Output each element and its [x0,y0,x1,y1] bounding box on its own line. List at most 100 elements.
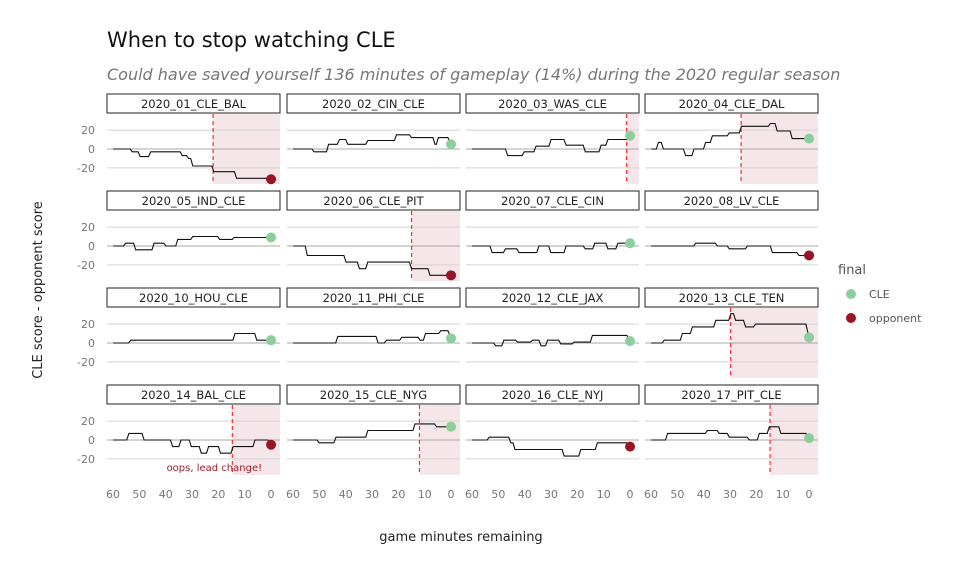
score-diff-line [651,122,809,157]
facet-panel: 2020_04_CLE_DAL [644,93,819,184]
final-score-dot [446,333,457,344]
facet-strip-label: 2020_10_HOU_CLE [139,291,248,305]
facet-panel: 2020_13_CLE_TEN [644,287,819,378]
x-tick-label: 50 [491,488,505,501]
facet-strip [106,384,281,405]
facet-panel: 2020_05_IND_CLE 20 0 -20 [77,190,281,272]
facet-strip-label: 2020_01_CLE_BAL [141,97,247,111]
facet-strip [465,93,640,114]
score-diff-line [113,332,271,344]
facet-panel: 2020_15_CLE_NYG 60 50 40 30 20 10 0 [286,384,461,501]
facet-strip [465,384,640,405]
facet-panel: 2020_11_PHI_CLE [286,287,461,363]
x-axis-title: game minutes remaining [379,530,542,545]
x-tick-label: 30 [723,488,737,501]
x-tick-label: 50 [132,488,146,501]
y-tick-label: -20 [77,453,95,466]
score-diff-line [651,242,809,257]
score-diff-line [293,330,452,344]
x-tick-label: 60 [644,488,658,501]
legend-opponent-label: opponent [869,312,922,325]
x-tick-label: 20 [570,488,584,501]
facet-panel: 2020_06_CLE_PIT [286,190,461,281]
facet-strip [286,287,461,308]
final-score-dot [446,139,457,150]
facet-strip [644,287,819,308]
facet-strip-label: 2020_14_BAL_CLE [141,388,246,402]
x-tick-label: 10 [238,488,252,501]
x-tick-label: 40 [339,488,353,501]
facet-strip [465,287,640,308]
score-diff-line [651,426,810,441]
score-diff-line [472,242,630,254]
final-score-dot [625,336,636,347]
y-tick-label: -20 [77,259,95,272]
legend-title: final [838,263,866,278]
score-diff-line [293,245,451,276]
score-diff-line [113,235,271,251]
facet-strip-label: 2020_04_CLE_DAL [679,97,785,111]
facet-strip [465,190,640,211]
facet-strip [644,93,819,114]
x-tick-label: 60 [286,488,300,501]
x-tick-label: 50 [312,488,326,501]
x-tick-label: 10 [776,488,790,501]
final-score-dot [804,250,815,261]
score-diff-line [472,334,631,347]
x-tick-label: 0 [627,488,634,501]
facet-strip-label: 2020_07_CLE_CIN [501,194,604,208]
facet-strip-label: 2020_11_PHI_CLE [323,291,425,305]
y-tick-label: 20 [81,415,95,428]
x-tick-label: 10 [597,488,611,501]
final-score-dot [804,332,815,343]
score-diff-line [113,148,272,180]
x-tick-label: 60 [106,488,120,501]
facet-panel: 2020_17_PIT_CLE 60 50 40 30 20 10 0 [644,384,819,501]
score-diff-line [651,313,810,344]
score-diff-line [293,134,452,153]
facet-strip-label: 2020_13_CLE_TEN [679,291,785,305]
x-tick-label: 20 [391,488,405,501]
x-tick-label: 0 [806,488,813,501]
facet-panel: 2020_03_WAS_CLE [465,93,640,184]
x-tick-label: 60 [465,488,479,501]
facet-panel: 2020_10_HOU_CLE 20 0 -20 [77,287,281,369]
score-diff-line [113,432,272,454]
facet-strip-label: 2020_12_CLE_JAX [502,291,604,305]
x-tick-label: 30 [544,488,558,501]
facet-strip [286,384,461,405]
final-score-dot [625,238,636,249]
facet-strip [286,93,461,114]
y-tick-label: 0 [88,143,95,156]
facet-strip-label: 2020_15_CLE_NYG [320,388,427,402]
facet-panel: 2020_12_CLE_JAX [465,287,640,363]
facet-panel: 2020_08_LV_CLE [644,190,819,266]
y-tick-label: -20 [77,162,95,175]
facet-strip-label: 2020_02_CIN_CLE [322,97,425,111]
final-score-dot [446,270,457,281]
x-tick-label: 0 [268,488,275,501]
y-tick-label: 20 [81,318,95,331]
y-tick-label: 0 [88,240,95,253]
x-tick-label: 40 [518,488,532,501]
x-tick-label: 40 [159,488,173,501]
x-tick-label: 40 [697,488,711,501]
x-tick-label: 20 [211,488,225,501]
facet-strip-label: 2020_16_CLE_NYJ [502,388,604,402]
facet-strip-label: 2020_08_LV_CLE [684,194,780,208]
x-tick-label: 30 [365,488,379,501]
facet-strip [286,190,461,211]
chart-subtitle: Could have saved yourself 136 minutes of… [107,65,841,84]
facet-strip [644,384,819,405]
x-tick-label: 50 [670,488,684,501]
annotation-label: oops, lead change! [167,463,263,474]
facet-panel: 2020_16_CLE_NYJ 60 50 40 30 20 10 0 [465,384,640,501]
facet-strip [106,287,281,308]
final-score-dot [625,441,636,452]
score-diff-line [472,436,631,457]
y-tick-label: 0 [88,434,95,447]
x-tick-label: 30 [185,488,199,501]
legend-cle-label: CLE [869,288,890,301]
facet-strip-label: 2020_05_IND_CLE [142,194,246,208]
y-tick-label: 20 [81,124,95,137]
